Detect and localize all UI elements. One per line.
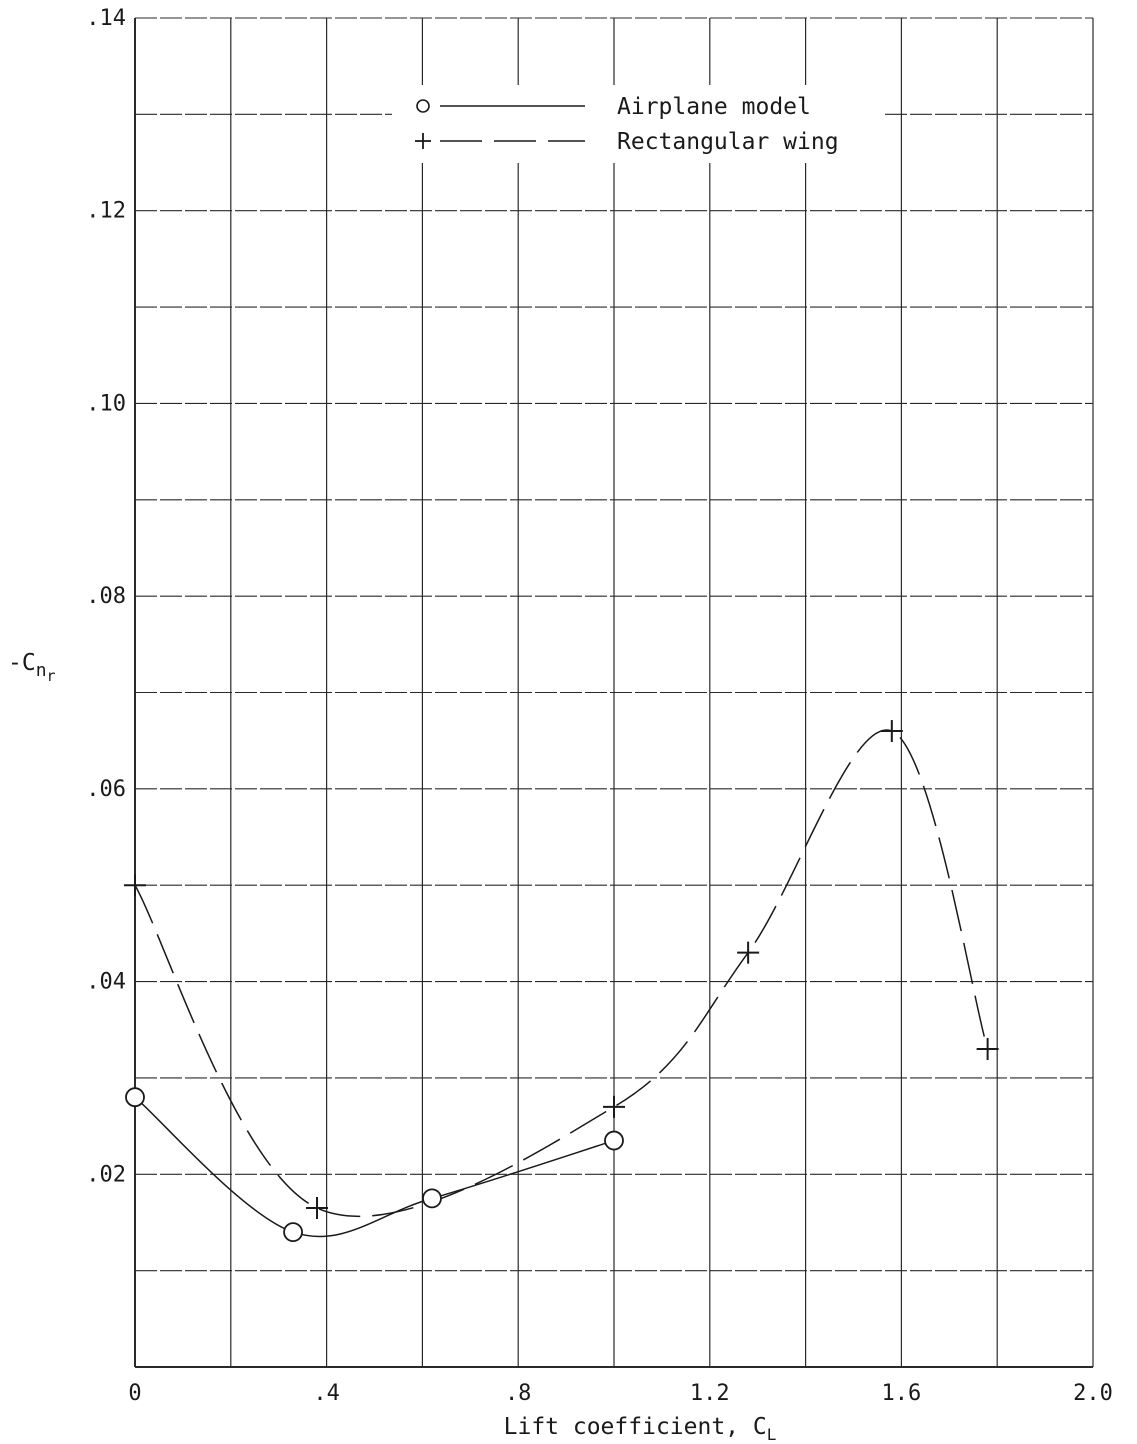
- legend-label-airplane-model: Airplane model: [617, 94, 811, 120]
- grid: [134, 17, 1094, 1368]
- y-tick-label: .02: [86, 1162, 126, 1187]
- data-point-rectangular-wing: [880, 720, 903, 743]
- series-line-airplane-model: [134, 1096, 615, 1238]
- x-tick-label: 2.0: [1073, 1381, 1113, 1406]
- x-tick-label: 1.2: [690, 1381, 730, 1406]
- y-tick-label: .04: [86, 970, 126, 995]
- x-tick-label: 1.6: [882, 1381, 922, 1406]
- legend-label-rectangular-wing: Rectangular wing: [617, 129, 839, 155]
- data-point-rectangular-wing: [976, 1038, 999, 1061]
- curves: [134, 729, 989, 1238]
- data-point-airplane-model: [422, 1188, 442, 1209]
- y-tick-label: .08: [86, 584, 126, 609]
- legend-marker-airplane-model: [416, 99, 430, 113]
- tick-labels: 0 .4 .8 1.2 1.6 2.0 .02 .04 .06 .08 .10 .12 .14: [86, 6, 1113, 1406]
- data-markers: [124, 720, 999, 1242]
- legend: Airplane model Rectangular wing: [392, 85, 882, 163]
- x-tick-label: .4: [313, 1381, 340, 1406]
- data-point-airplane-model: [604, 1130, 624, 1151]
- legend-background: [392, 85, 882, 163]
- data-point-rectangular-wing: [306, 1197, 329, 1220]
- x-tick-label: 0: [128, 1381, 141, 1406]
- y-tick-label: .12: [86, 199, 126, 224]
- data-point-rectangular-wing: [124, 874, 146, 897]
- data-point-rectangular-wing: [603, 1095, 625, 1118]
- y-tick-label: .06: [86, 777, 126, 802]
- series-line-rectangular-wing: [134, 729, 989, 1218]
- y-tick-label: .14: [86, 6, 126, 31]
- data-point-airplane-model: [125, 1087, 145, 1108]
- y-tick-label: .10: [86, 391, 126, 416]
- x-axis-title: Lift coefficient, CL: [504, 1414, 777, 1444]
- data-point-airplane-model: [283, 1222, 303, 1242]
- data-point-rectangular-wing: [737, 941, 760, 964]
- y-axis-title: -Cnr: [8, 650, 56, 685]
- x-tick-label: .8: [505, 1381, 532, 1406]
